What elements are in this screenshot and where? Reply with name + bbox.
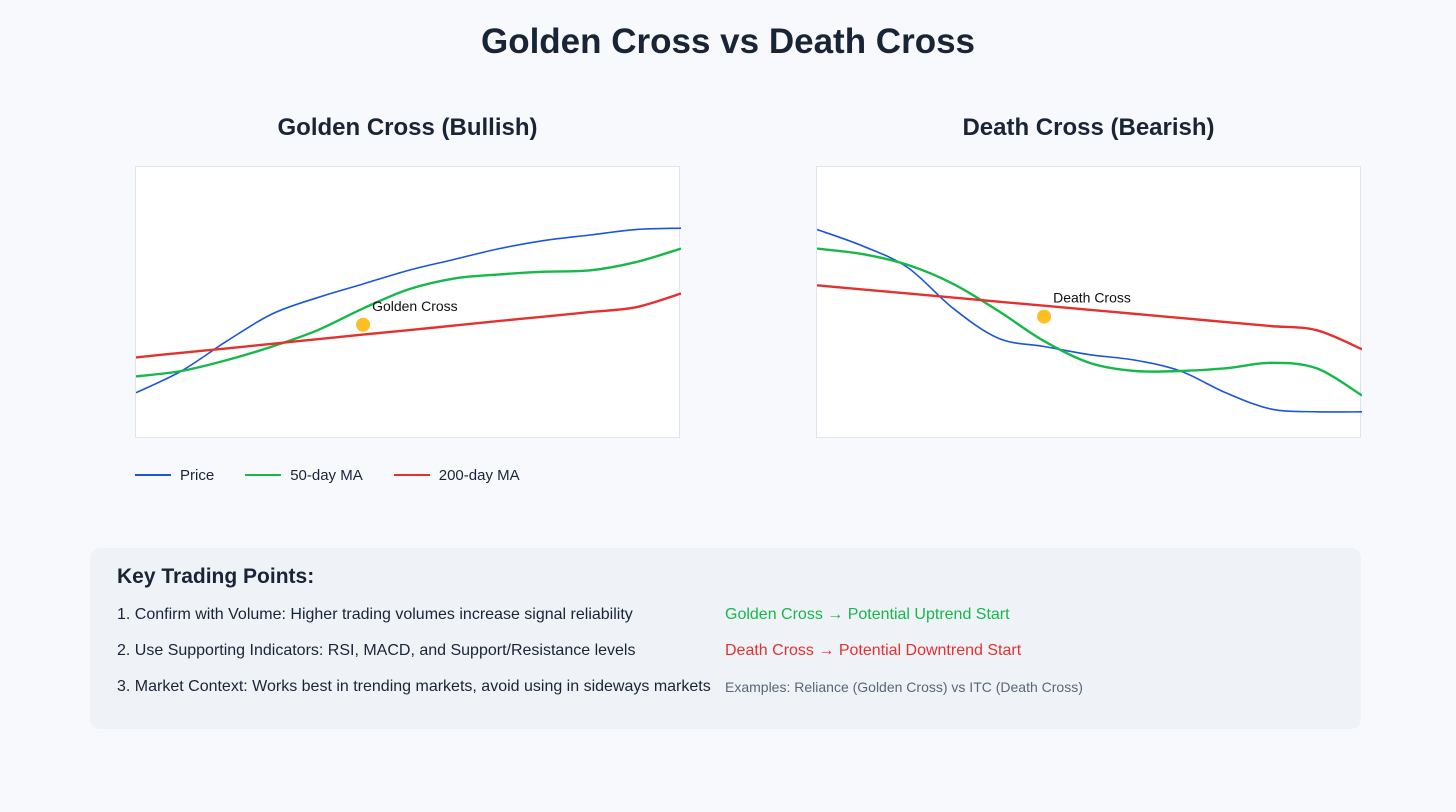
death-cross-note: Death Cross → Potential Downtrend Start — [725, 642, 1022, 659]
death-price-line — [817, 228, 1362, 413]
key-point-indicators: 2. Use Supporting Indicators: RSI, MACD,… — [117, 642, 636, 659]
golden-cross-marker — [356, 317, 371, 332]
golden-200-day-ma-line — [136, 292, 681, 359]
death-cross-chart-title: Death Cross (Bearish) — [962, 114, 1215, 141]
golden-cross-note: Golden Cross → Potential Uptrend Start — [725, 606, 1010, 623]
death-50-day-ma-line — [817, 247, 1362, 397]
golden-cross-annotation-label: Golden Cross — [372, 298, 458, 314]
golden-cross-plot: Golden Cross — [136, 227, 681, 394]
key-point-market-context: 3. Market Context: Works best in trendin… — [117, 678, 711, 695]
examples-note: Examples: Reliance (Golden Cross) vs ITC… — [725, 679, 1083, 695]
legend-swatch-50-day-ma — [245, 474, 282, 476]
legend-label-200-day-ma: 200-day MA — [438, 466, 520, 484]
legend-item-200-day-ma: 200-day MA — [393, 466, 520, 484]
chart-legend: Price 50-day MA 200-day MA — [135, 464, 551, 486]
key-trading-points-panel: Key Trading Points: 1. Confirm with Volu… — [90, 548, 1361, 729]
death-cross-marker — [1037, 309, 1052, 324]
legend-label-50-day-ma: 50-day MA — [290, 466, 363, 484]
legend-item-50-day-ma: 50-day MA — [245, 467, 363, 484]
death-cross-plot: Death Cross — [817, 228, 1362, 413]
golden-50-day-ma-line — [136, 247, 681, 378]
legend-label-price: Price — [180, 466, 215, 484]
death-cross-annotation-label: Death Cross — [1053, 290, 1131, 306]
golden-cross-chart-title: Golden Cross (Bullish) — [277, 114, 538, 141]
legend-item-price: Price — [135, 467, 214, 484]
legend-swatch-price — [135, 474, 171, 476]
page-title: Golden Cross vs Death Cross — [480, 22, 976, 61]
golden-cross-chart: Golden Cross — [135, 166, 681, 438]
key-point-volume: 1. Confirm with Volume: Higher trading v… — [117, 606, 633, 623]
key-points-title: Key Trading Points: — [117, 565, 315, 588]
legend-swatch-200-day-ma — [393, 474, 430, 476]
golden-price-line — [136, 227, 681, 394]
death-cross-chart: Death Cross — [816, 166, 1362, 438]
death-200-day-ma-line — [817, 284, 1362, 351]
